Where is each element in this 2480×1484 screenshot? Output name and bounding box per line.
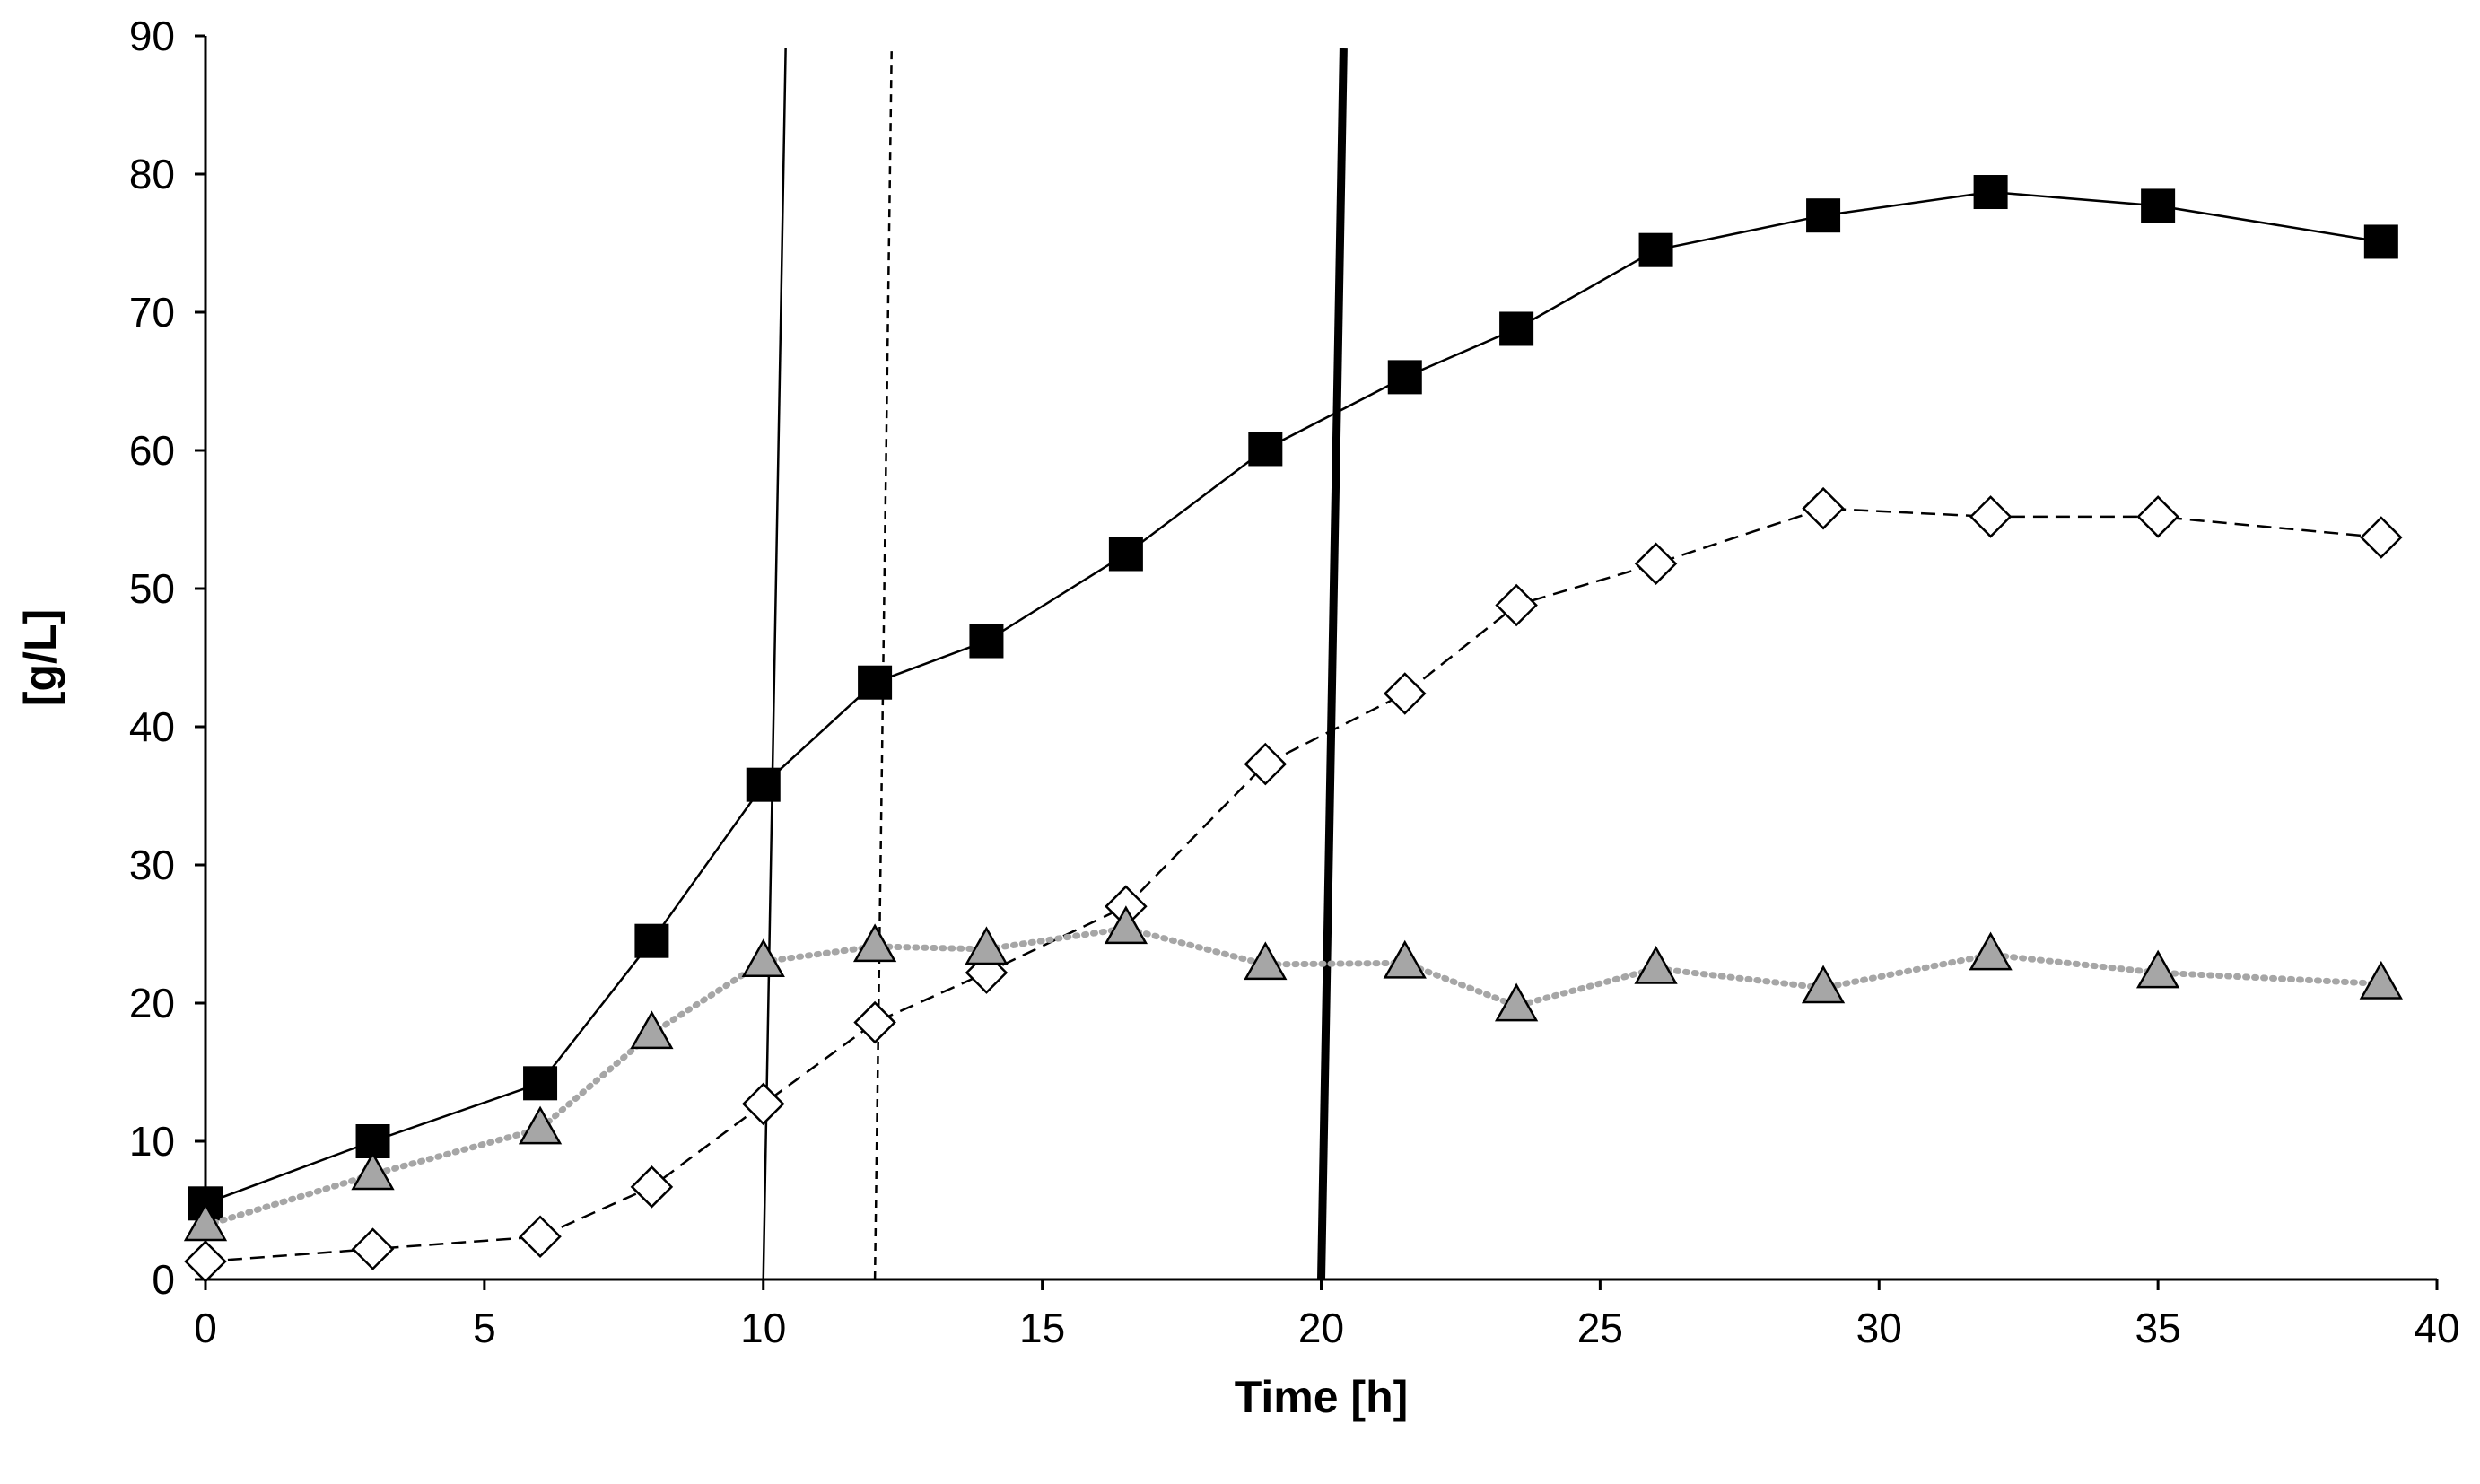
data-point-diamond [853,1000,896,1044]
data-point-triangle [2135,949,2180,989]
data-point-square [1638,232,1673,267]
data-point-diamond [1383,672,1427,715]
data-point-triangle [1969,931,2013,971]
data-point-triangle [351,1151,395,1191]
y-tick-label: 80 [129,151,175,197]
y-tick-label: 40 [129,703,175,750]
y-tick-label: 90 [129,13,175,59]
y-tick-label: 0 [152,1256,175,1303]
series-gray-triangles [183,905,2403,1242]
data-point-square [746,767,781,802]
y-tick-label: 30 [129,842,175,888]
y-axis-title: [g/L] [15,609,65,706]
x-tick-label: 40 [2414,1305,2459,1351]
data-point-triangle [183,1202,228,1242]
series-filled-squares [188,175,2398,1221]
x-tick-label: 15 [1019,1305,1065,1351]
data-point-diamond [630,1165,674,1209]
data-point-diamond [1969,495,2013,538]
reference-lines [762,48,1348,1280]
x-tick-label: 0 [194,1305,217,1351]
thick-solid-line [1317,48,1348,1280]
data-point-square [634,923,669,958]
data-point-triangle [1801,965,1846,1004]
data-point-diamond [1634,542,1678,586]
x-tick-label: 25 [1577,1305,1623,1351]
data-point-square [1973,175,2008,210]
data-point-triangle [630,1010,674,1050]
data-point-diamond [1244,742,1288,786]
tick-labels: 0 10 20 30 40 50 60 70 80 90 0 5 10 15 20 25 30 35 40 [129,13,2460,1351]
data-point-square [1387,360,1422,395]
x-tick-label: 35 [2135,1305,2181,1351]
series-line [205,190,2381,1205]
data-point-square [858,665,893,700]
y-tick-label: 50 [129,565,175,612]
data-point-square [1108,537,1143,572]
x-tick-label: 5 [473,1305,496,1351]
series-open-diamonds [184,486,2403,1283]
data-point-diamond [741,1082,785,1126]
data-point-diamond [519,1215,562,1259]
data-point-square [523,1066,558,1101]
data-point-triangle [1104,905,1148,945]
data-point-triangle [1494,982,1539,1022]
data-point-diamond [2360,516,2403,559]
dashed-line [873,48,894,1280]
x-axis-title: Time [h] [1235,1372,1409,1422]
data-point-square [1248,432,1283,467]
series-line [205,507,2381,1263]
data-point-triangle [518,1105,563,1145]
data-point-triangle [965,926,1009,965]
data-series [183,175,2403,1283]
data-point-square [2141,188,2176,223]
data-point-triangle [1634,945,1678,984]
data-point-square [2363,224,2398,259]
data-point-triangle [1244,941,1288,981]
data-point-diamond [184,1240,227,1283]
data-point-diamond [2136,495,2179,538]
data-point-diamond [1495,583,1538,627]
data-point-triangle [852,923,897,963]
data-point-triangle [1383,939,1427,979]
data-point-triangle [2359,960,2403,1000]
data-point-square [1499,311,1534,346]
x-tick-label: 30 [1856,1305,1902,1351]
data-point-diamond [1802,486,1845,530]
y-tick-label: 70 [129,289,175,336]
x-tick-label: 20 [1298,1305,1344,1351]
y-tick-label: 10 [129,1118,175,1165]
y-tick-label: 20 [129,980,175,1026]
series-line [202,925,2385,1229]
data-point-diamond [351,1227,395,1270]
data-point-square [969,624,1004,659]
data-point-triangle [741,938,785,978]
data-point-square [1806,198,1841,233]
thin-solid-line [762,48,787,1280]
tick-marks [195,34,2439,1290]
y-tick-label: 60 [129,427,175,474]
x-tick-label: 10 [740,1305,786,1351]
